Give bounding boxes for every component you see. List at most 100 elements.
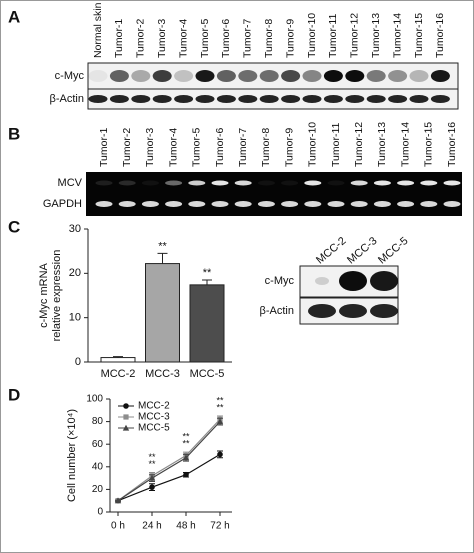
y-tick-label: 60 xyxy=(92,439,104,450)
x-tick-label: 48 h xyxy=(176,521,195,532)
band xyxy=(211,180,229,186)
x-tick-label: MCC-3 xyxy=(145,368,180,380)
x-tick-label: MCC-5 xyxy=(190,368,225,380)
band xyxy=(323,95,343,103)
panel-label: B xyxy=(8,124,20,143)
band xyxy=(370,271,398,291)
band xyxy=(420,201,438,207)
band xyxy=(281,201,299,207)
x-tick-label: 0 h xyxy=(111,521,125,532)
point xyxy=(182,454,190,461)
band xyxy=(350,201,368,207)
lane-label: Tumor-5 xyxy=(199,19,211,58)
legend-marker xyxy=(123,403,129,409)
bar xyxy=(100,357,136,363)
point xyxy=(217,451,223,458)
band xyxy=(281,70,301,82)
lane-label: Tumor-15 xyxy=(423,122,435,167)
band xyxy=(388,70,408,82)
legend-marker xyxy=(123,414,129,420)
legend-marker xyxy=(122,424,130,431)
lane-label: MCC-3 xyxy=(345,235,379,267)
band xyxy=(366,95,386,103)
band xyxy=(174,95,194,103)
band xyxy=(315,277,329,285)
band xyxy=(339,304,367,318)
band xyxy=(373,201,391,207)
band xyxy=(443,201,461,207)
y-tick-label: 0 xyxy=(75,356,81,368)
lane-label: Tumor-2 xyxy=(135,19,147,58)
annotation: ** xyxy=(182,438,190,448)
bar xyxy=(189,284,225,363)
lane-label: Tumor-10 xyxy=(307,122,319,167)
band xyxy=(109,70,129,82)
band xyxy=(302,70,322,82)
lane-label: Tumor-12 xyxy=(353,122,365,167)
lane-label: Tumor-14 xyxy=(399,122,411,167)
band xyxy=(174,70,194,82)
legend-label: MCC-2 xyxy=(138,401,170,412)
line xyxy=(117,453,221,502)
annotation: ** xyxy=(216,402,224,412)
lane-label: Tumor-4 xyxy=(177,19,189,58)
row-label: c-Myc xyxy=(265,275,295,287)
band xyxy=(281,95,301,103)
legend-label: MCC-3 xyxy=(138,412,170,423)
band xyxy=(216,95,236,103)
line xyxy=(117,418,221,502)
band xyxy=(350,180,368,186)
band xyxy=(109,95,129,103)
annotation: ** xyxy=(203,267,212,279)
band xyxy=(257,201,275,207)
lane-label: Tumor-8 xyxy=(263,19,275,58)
lane-label: Tumor-6 xyxy=(220,19,232,58)
band xyxy=(234,201,252,207)
band xyxy=(397,180,415,186)
band xyxy=(302,95,322,103)
band xyxy=(216,70,236,82)
band xyxy=(304,180,322,186)
lane-label: Tumor-11 xyxy=(330,122,342,167)
band xyxy=(345,95,365,103)
row-label: β-Actin xyxy=(260,305,294,317)
band xyxy=(327,201,345,207)
row-label: GAPDH xyxy=(43,198,82,210)
band xyxy=(141,180,159,186)
y-tick-label: 80 xyxy=(92,416,104,427)
band xyxy=(141,201,159,207)
bar xyxy=(145,263,180,363)
lane-label: Tumor-8 xyxy=(260,128,272,167)
lane-label: Normal skin xyxy=(92,2,104,58)
x-tick-label: 72 h xyxy=(210,521,229,532)
lane-label: Tumor-12 xyxy=(349,13,361,58)
band xyxy=(188,201,206,207)
band xyxy=(409,70,429,82)
band xyxy=(281,180,299,186)
lane-label: Tumor-10 xyxy=(306,13,318,58)
band xyxy=(118,201,136,207)
lane-label: Tumor-9 xyxy=(283,128,295,167)
lane-label: Tumor-14 xyxy=(391,13,403,58)
lane-label: Tumor-3 xyxy=(156,19,168,58)
band xyxy=(95,201,113,207)
gel-frame xyxy=(86,172,462,216)
row-label: MCV xyxy=(58,177,83,189)
band xyxy=(195,95,215,103)
band xyxy=(88,95,108,103)
point xyxy=(148,474,156,481)
error-bar xyxy=(202,279,212,285)
y-tick-label: 100 xyxy=(86,394,103,405)
band xyxy=(308,304,336,318)
band xyxy=(259,70,279,82)
panel-label: C xyxy=(8,217,20,236)
lane-label: MCC-5 xyxy=(376,235,410,267)
lane-label: Tumor-13 xyxy=(370,13,382,58)
lane-label: Tumor-16 xyxy=(434,13,446,58)
lane-label: Tumor-7 xyxy=(237,128,249,167)
band xyxy=(188,180,206,186)
lane-label: Tumor-9 xyxy=(284,19,296,58)
band xyxy=(118,180,136,186)
point xyxy=(149,484,155,490)
